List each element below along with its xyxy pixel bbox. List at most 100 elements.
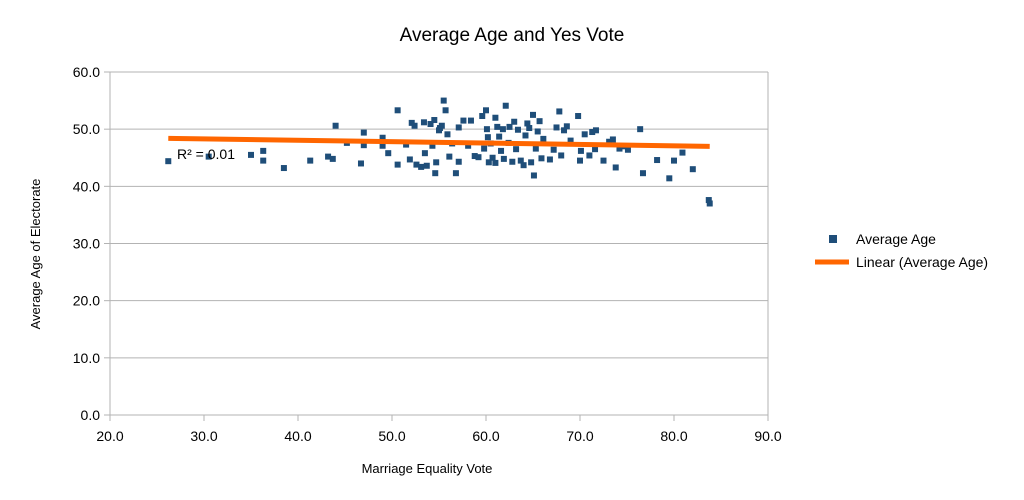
data-points bbox=[165, 97, 713, 207]
data-point-17 bbox=[394, 107, 401, 114]
legend-marker-average-age bbox=[829, 235, 837, 243]
data-point-77 bbox=[530, 111, 536, 118]
data-point-15 bbox=[379, 142, 386, 149]
data-point-108 bbox=[639, 170, 646, 177]
data-point-42 bbox=[455, 124, 462, 131]
data-point-110 bbox=[666, 175, 673, 182]
data-point-71 bbox=[517, 157, 524, 164]
data-point-6 bbox=[307, 157, 314, 164]
x-tick-label: 50.0 bbox=[378, 428, 405, 444]
data-point-102 bbox=[609, 136, 616, 143]
legend-label-linear: Linear (Average Age) bbox=[856, 254, 988, 270]
data-point-38 bbox=[444, 131, 451, 138]
data-point-28 bbox=[427, 121, 434, 128]
data-point-44 bbox=[460, 117, 467, 124]
data-point-61 bbox=[498, 147, 505, 154]
data-point-84 bbox=[546, 156, 553, 163]
data-point-23 bbox=[413, 161, 420, 168]
data-point-75 bbox=[526, 125, 533, 132]
data-point-9 bbox=[332, 122, 339, 129]
data-point-66 bbox=[506, 123, 513, 130]
data-point-4 bbox=[260, 157, 267, 164]
data-point-115 bbox=[706, 200, 713, 207]
data-point-60 bbox=[496, 133, 503, 140]
data-point-95 bbox=[581, 131, 588, 138]
data-point-2 bbox=[248, 151, 254, 158]
data-point-43 bbox=[455, 158, 462, 165]
x-axis-title: Marriage Equality Vote bbox=[362, 461, 493, 476]
data-point-74 bbox=[524, 120, 531, 127]
y-tick-label: 10.0 bbox=[73, 350, 100, 366]
data-point-35 bbox=[438, 122, 445, 129]
data-point-101 bbox=[606, 138, 613, 145]
data-point-69 bbox=[513, 146, 520, 153]
y-tick-label: 0.0 bbox=[81, 407, 101, 423]
data-point-25 bbox=[420, 119, 427, 126]
data-point-52 bbox=[483, 126, 490, 133]
data-point-50 bbox=[481, 145, 488, 152]
data-point-32 bbox=[433, 159, 440, 166]
y-tick-label: 50.0 bbox=[73, 121, 100, 137]
x-tick-label: 40.0 bbox=[284, 428, 311, 444]
data-point-14 bbox=[379, 134, 386, 141]
y-tick-label: 60.0 bbox=[73, 64, 100, 80]
data-point-112 bbox=[679, 149, 686, 156]
data-point-56 bbox=[489, 154, 496, 161]
x-tick-label: 60.0 bbox=[472, 428, 499, 444]
data-point-29 bbox=[429, 142, 436, 149]
x-tick-label: 20.0 bbox=[96, 428, 123, 444]
data-point-47 bbox=[471, 153, 478, 160]
data-point-113 bbox=[689, 166, 696, 173]
data-point-1 bbox=[205, 153, 212, 160]
y-tick-label: 20.0 bbox=[73, 293, 100, 309]
data-point-109 bbox=[654, 157, 661, 164]
data-point-36 bbox=[440, 97, 447, 104]
data-point-41 bbox=[452, 170, 459, 177]
data-point-81 bbox=[536, 118, 543, 125]
data-point-87 bbox=[556, 108, 563, 115]
x-tick-label: 30.0 bbox=[190, 428, 217, 444]
data-point-98 bbox=[592, 146, 599, 153]
data-point-18 bbox=[394, 161, 401, 168]
x-tick-label: 80.0 bbox=[660, 428, 687, 444]
data-point-90 bbox=[563, 123, 570, 130]
data-point-86 bbox=[553, 124, 560, 131]
data-point-67 bbox=[509, 158, 516, 165]
data-point-78 bbox=[530, 172, 537, 179]
data-point-104 bbox=[616, 145, 623, 152]
data-point-16 bbox=[385, 150, 392, 157]
data-point-26 bbox=[421, 150, 428, 157]
y-tick-label: 30.0 bbox=[73, 236, 100, 252]
data-point-85 bbox=[550, 146, 557, 153]
data-point-20 bbox=[406, 156, 413, 163]
data-point-22 bbox=[411, 122, 418, 129]
data-point-96 bbox=[586, 152, 593, 159]
data-point-100 bbox=[600, 157, 607, 164]
data-point-57 bbox=[492, 114, 499, 121]
data-point-64 bbox=[502, 102, 509, 109]
data-point-114 bbox=[705, 197, 712, 204]
data-point-12 bbox=[360, 142, 367, 149]
data-point-83 bbox=[540, 135, 547, 142]
data-point-19 bbox=[403, 141, 410, 148]
data-point-30 bbox=[431, 117, 438, 124]
data-point-107 bbox=[637, 126, 644, 133]
trendline-group bbox=[168, 135, 710, 149]
data-point-70 bbox=[514, 126, 521, 133]
data-point-24 bbox=[418, 163, 425, 170]
data-point-39 bbox=[446, 153, 453, 160]
axis-ticks: 0.0 10.0 20.0 30.0 40.0 50.0 60.0 20.0 30.0 40.0 5… bbox=[73, 64, 782, 444]
data-point-0 bbox=[165, 158, 172, 165]
data-point-48 bbox=[475, 154, 482, 161]
r-squared-label: R² = 0.01 bbox=[177, 146, 235, 162]
legend-label-average-age: Average Age bbox=[856, 231, 936, 247]
data-point-89 bbox=[561, 127, 568, 134]
data-point-88 bbox=[558, 152, 565, 159]
data-point-91 bbox=[567, 137, 574, 144]
data-point-11 bbox=[357, 160, 364, 167]
data-point-79 bbox=[532, 145, 539, 152]
data-point-94 bbox=[577, 147, 584, 154]
data-point-53 bbox=[484, 134, 491, 141]
data-point-111 bbox=[671, 157, 677, 164]
